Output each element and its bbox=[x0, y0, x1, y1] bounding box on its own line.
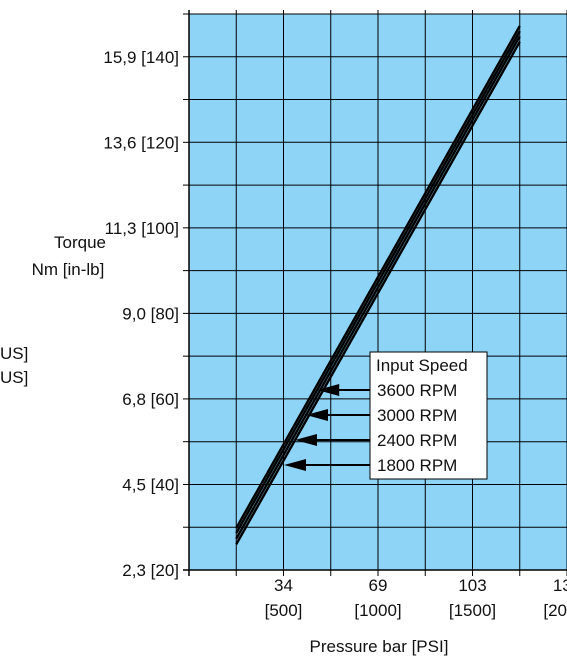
series-line-3000-rpm bbox=[235, 30, 521, 534]
x-tick-label-psi: [1500] bbox=[449, 601, 496, 620]
axis-lines bbox=[183, 10, 567, 576]
legend-arrow-head bbox=[305, 409, 328, 421]
x-tick-label-psi: [2000] bbox=[543, 601, 567, 620]
edge-text-line2: US] bbox=[0, 368, 28, 387]
legend-arrow-head bbox=[317, 384, 340, 396]
series-line-1800-rpm bbox=[235, 41, 521, 545]
y-axis-title-line2: Nm [in-lb] bbox=[32, 260, 105, 279]
x-tick-label-bar: 69 bbox=[369, 576, 388, 595]
legend-arrow-head bbox=[294, 434, 317, 446]
y-tick-labels: 2,3 [20] 4,5 [40] 6,8 [60] 9,0 [80] 11,3 [10… bbox=[103, 48, 179, 580]
y-tick-label: 13,6 [120] bbox=[103, 133, 179, 152]
legend-entry-label: 3000 RPM bbox=[377, 406, 457, 425]
x-tick-labels: 34 [500] 69 [1000] 103 [1500] 138 [2000] bbox=[265, 576, 567, 620]
legend-entry-label: 3600 RPM bbox=[377, 381, 457, 400]
y-axis-title-line1: Torque bbox=[54, 233, 106, 252]
series-line-2400-rpm bbox=[235, 35, 521, 540]
y-tick-label: 15,9 [140] bbox=[103, 48, 179, 67]
y-tick-label: 2,3 [20] bbox=[122, 561, 179, 580]
y-tick-label: 4,5 [40] bbox=[122, 475, 179, 494]
series-lines bbox=[235, 25, 521, 545]
legend-entry-label: 2400 RPM bbox=[377, 431, 457, 450]
y-tick-label: 9,0 [80] bbox=[122, 304, 179, 323]
y-tick-label: 6,8 [60] bbox=[122, 390, 179, 409]
x-tick-label-bar: 138 bbox=[553, 576, 567, 595]
x-tick-label-bar: 103 bbox=[458, 576, 486, 595]
x-tick-label-psi: [500] bbox=[265, 601, 303, 620]
legend-arrow-head bbox=[284, 459, 307, 471]
series-line-3600-rpm bbox=[235, 25, 521, 529]
legend-title: Input Speed bbox=[376, 356, 468, 375]
legend-entries: 3600 RPM 3000 RPM 2400 RPM 1800 RPM bbox=[284, 381, 457, 475]
x-tick-label-bar: 34 bbox=[274, 576, 293, 595]
legend-entry-label: 1800 RPM bbox=[377, 456, 457, 475]
y-tick-label: 11,3 [100] bbox=[105, 219, 179, 238]
edge-text-line1: US] bbox=[0, 344, 28, 363]
legend-box bbox=[369, 351, 488, 480]
x-axis-title: Pressure bar [PSI] bbox=[310, 637, 449, 656]
x-tick-label-psi: [1000] bbox=[354, 601, 401, 620]
legend: Input Speed 3600 RPM 3000 RPM 2400 RPM 1800… bbox=[284, 351, 488, 480]
